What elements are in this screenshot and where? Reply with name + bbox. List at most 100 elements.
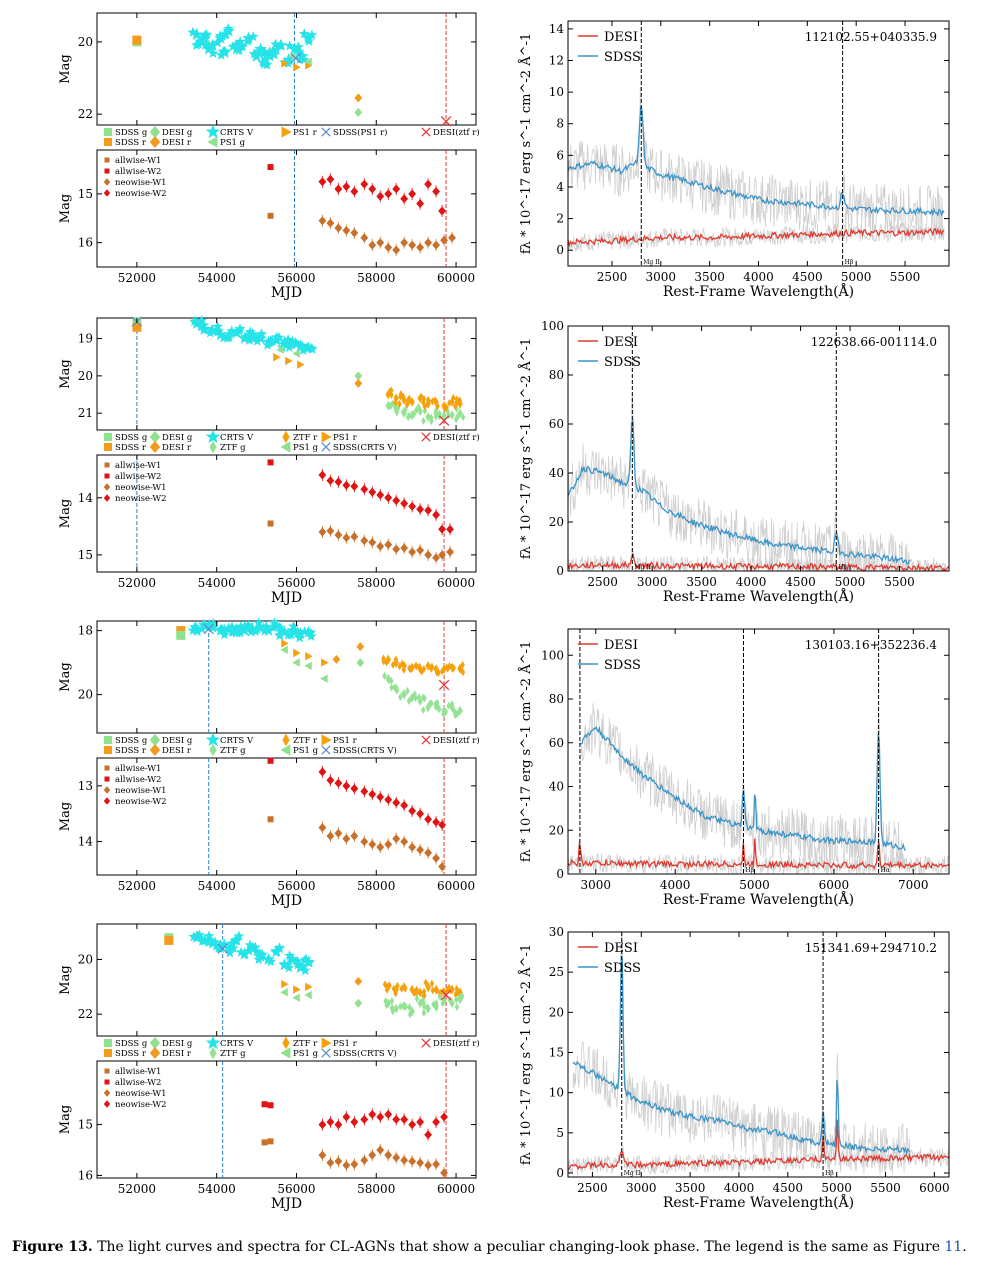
point-ztf-g — [388, 401, 394, 410]
point-sdss-crts-v — [203, 623, 214, 635]
point-allwise-w1 — [267, 816, 274, 823]
point-crts-v — [262, 339, 274, 350]
point-crts-v — [195, 320, 207, 332]
point-ps1-r — [321, 658, 329, 667]
point-crts-v — [230, 326, 243, 339]
point-neowise-w1 — [342, 225, 351, 235]
raw-spectrum-sdss — [568, 392, 910, 571]
point-ztf-r — [447, 662, 452, 671]
point-ztf-r — [460, 668, 466, 677]
point-crts-v — [218, 623, 230, 635]
spectrum-plot-area — [568, 703, 949, 874]
point-neowise-w1 — [438, 550, 446, 560]
point-neowise-w1 — [318, 216, 327, 226]
legend-label-ps1-g: PS1 g — [220, 138, 246, 148]
point-crts-v — [212, 37, 223, 48]
emission-line-label: Hα — [881, 867, 890, 874]
point-ztf-r — [460, 660, 465, 669]
point-ztf-r — [399, 984, 404, 993]
point-ztf-g — [389, 996, 395, 1005]
y-tick-label: 20 — [78, 953, 93, 967]
point-ztf-g — [414, 994, 420, 1003]
axes-frame — [567, 931, 950, 1178]
point-ps1-r — [281, 59, 289, 68]
point-crts-v — [230, 39, 242, 50]
legend-label-desi: DESI — [604, 335, 638, 350]
light-curve-panel: 19 20 21 Mag — [58, 314, 477, 431]
point-ztf-r — [397, 399, 402, 408]
point-neowise-w2 — [432, 817, 441, 827]
point-crts-v — [225, 622, 237, 633]
point-neowise-w2 — [438, 524, 446, 534]
legend-marker-neowise-w2 — [103, 494, 111, 502]
point-ztf-g — [437, 409, 442, 418]
point-neowise-w1 — [408, 1156, 417, 1166]
x-tick-label: 5500 — [884, 575, 915, 589]
legend-marker-desi-ztf-r — [421, 432, 431, 442]
x-axis-label: MJD — [271, 1196, 302, 1212]
point-ztf-r — [384, 658, 389, 667]
y-axis-label: Mag — [58, 54, 73, 83]
figure-caption: Figure 13. The light curves and spectra … — [12, 1238, 987, 1256]
legend-label-desi-r: DESI r — [162, 443, 192, 453]
point-crts-v — [235, 946, 247, 957]
legend-marker-neowise-w1 — [103, 1089, 111, 1097]
point-crts-v — [229, 935, 241, 946]
point-ztf-g — [454, 1002, 460, 1011]
point-neowise-w2 — [408, 1120, 417, 1130]
point-ztf-g — [453, 710, 458, 719]
point-ztf-g — [421, 1008, 427, 1017]
legend-label-sdss-crts-v: SDSS(CRTS V) — [333, 745, 397, 756]
point-ztf-g — [401, 689, 406, 698]
legend-label-sdss-crts-v: SDSS(CRTS V) — [333, 442, 397, 453]
point-crts-v — [298, 28, 310, 39]
x-axis-label: MJD — [271, 893, 302, 909]
point-ztf-g — [429, 699, 434, 708]
point-neowise-w1 — [424, 238, 433, 248]
point-crts-v — [203, 930, 215, 941]
legend-label-desi: DESI — [604, 941, 638, 956]
legend-label-ps1-r: PS1 r — [293, 128, 318, 138]
x-tick-label: 56000 — [277, 1182, 315, 1196]
x-axis-label: MJD — [271, 590, 302, 606]
point-neowise-w2 — [376, 191, 385, 201]
y-tick-label: 15 — [78, 1118, 93, 1132]
caption-figure-link[interactable]: 11 — [944, 1239, 963, 1255]
legend-label-sdss-g: SDSS g — [115, 433, 148, 443]
spectrum-line-desi — [568, 553, 949, 571]
point-neowise-w2 — [368, 1109, 377, 1119]
x-axis-label: Rest-Frame Wavelength(Å) — [663, 890, 854, 908]
point-crts-v — [270, 38, 281, 49]
point-ztf-r — [401, 665, 407, 674]
point-ztf-r — [382, 980, 388, 989]
point-ztf-g — [417, 406, 423, 417]
point-crts-v — [244, 334, 255, 345]
point-crts-v — [297, 344, 309, 355]
point-ps1-r — [285, 356, 293, 366]
x-tick-label: 4000 — [724, 1181, 755, 1195]
point-neowise-w1 — [424, 848, 433, 858]
point-ztf-r — [381, 654, 386, 663]
spectrum-panel: Mg II Hβ 2500 3000 3500 4000 4500 5000 5500 0 20 40… — [518, 319, 950, 605]
legend-label-desi-ztf-r: DESI(ztf r) — [433, 1038, 480, 1049]
point-crts-v — [285, 339, 297, 350]
point-neowise-w1 — [400, 543, 409, 553]
point-desi-ztf-r — [438, 679, 450, 691]
y-tick-label: 4 — [556, 180, 564, 194]
point-crts-v — [293, 46, 305, 57]
y-tick-label: 60 — [549, 417, 564, 431]
legend-marker-allwise-w2 — [104, 168, 110, 174]
point-allwise-w1 — [267, 1138, 274, 1145]
legend-marker-allwise-w1 — [104, 462, 110, 468]
point-neowise-w1 — [326, 218, 335, 228]
point-neowise-w1 — [342, 834, 351, 844]
point-ztf-r — [406, 397, 411, 406]
x-tick-label: 4500 — [773, 1181, 804, 1195]
y-axis-label: Mag — [58, 662, 73, 691]
point-crts-v — [294, 632, 306, 643]
spectrum-line-desi — [568, 1119, 949, 1171]
point-crts-v — [251, 623, 263, 634]
point-crts-v — [283, 54, 295, 65]
point-neowise-w1 — [360, 536, 369, 546]
point-crts-v — [273, 331, 285, 343]
